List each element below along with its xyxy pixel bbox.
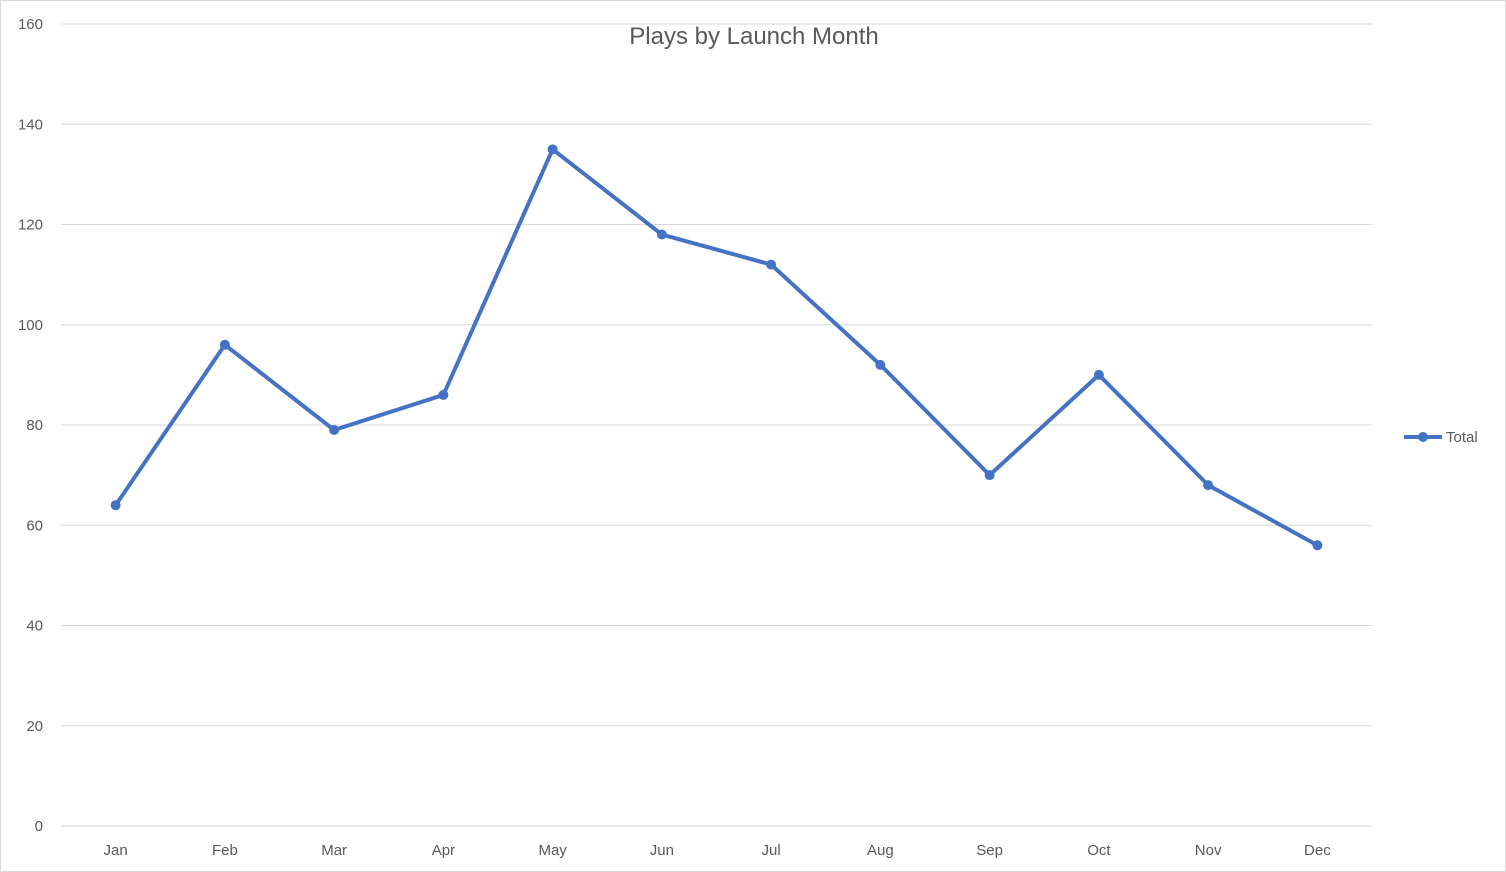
- x-tick-label-apr: Apr: [432, 842, 455, 859]
- x-tick-label-nov: Nov: [1195, 842, 1222, 859]
- data-point-oct[interactable]: [1094, 370, 1104, 380]
- y-axis-tick-labels: 0 20 40 60 80 100 120 140 160: [18, 16, 43, 835]
- legend: Total: [1404, 429, 1478, 446]
- y-tick-label: 120: [18, 217, 43, 234]
- y-tick-label: 20: [26, 718, 43, 735]
- data-point-nov[interactable]: [1203, 480, 1213, 490]
- data-point-feb[interactable]: [220, 340, 230, 350]
- x-tick-label-jan: Jan: [104, 842, 128, 859]
- y-tick-label: 160: [18, 16, 43, 33]
- data-point-mar[interactable]: [329, 425, 339, 435]
- data-point-aug[interactable]: [875, 360, 885, 370]
- x-tick-label-oct: Oct: [1087, 842, 1111, 859]
- y-tick-label: 40: [26, 618, 43, 635]
- y-tick-label: 0: [35, 818, 43, 835]
- data-point-apr[interactable]: [438, 390, 448, 400]
- y-tick-label: 80: [26, 417, 43, 434]
- data-point-dec[interactable]: [1312, 540, 1322, 550]
- x-tick-label-dec: Dec: [1304, 842, 1331, 859]
- data-point-jul[interactable]: [766, 260, 776, 270]
- x-axis-tick-labels: Jan Feb Mar Apr May Jun Jul Aug Sep Oct Nov Dec: [104, 842, 1332, 859]
- series-line-total: [116, 149, 1318, 545]
- x-tick-label-aug: Aug: [867, 842, 894, 859]
- x-tick-label-jun: Jun: [650, 842, 674, 859]
- chart-title: Plays by Launch Month: [629, 23, 878, 50]
- series-total: [111, 144, 1323, 550]
- y-tick-label: 140: [18, 116, 43, 133]
- x-tick-label-mar: Mar: [321, 842, 347, 859]
- x-tick-label-may: May: [538, 842, 567, 859]
- data-point-sep[interactable]: [985, 470, 995, 480]
- x-tick-label-sep: Sep: [976, 842, 1003, 859]
- data-point-may[interactable]: [548, 144, 558, 154]
- y-tick-label: 60: [26, 517, 43, 534]
- legend-entry-total: Total: [1446, 429, 1478, 446]
- data-point-jun[interactable]: [657, 230, 667, 240]
- x-tick-label-feb: Feb: [212, 842, 238, 859]
- gridlines: [61, 24, 1372, 826]
- data-point-jan[interactable]: [111, 500, 121, 510]
- legend-point-marker: [1418, 432, 1428, 442]
- x-tick-label-jul: Jul: [762, 842, 781, 859]
- y-tick-label: 100: [18, 317, 43, 334]
